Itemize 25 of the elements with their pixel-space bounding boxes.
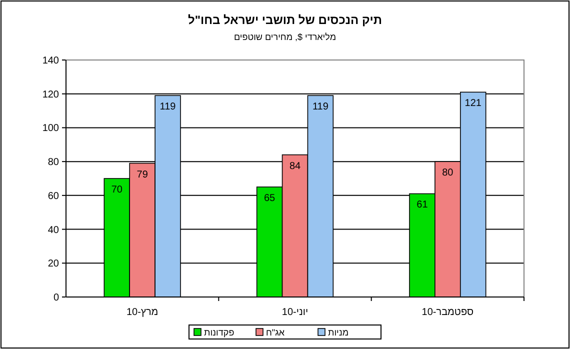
legend-label: מניות <box>328 328 349 338</box>
x-tick-label: יוני-10 <box>282 307 308 318</box>
data-label: 119 <box>160 102 176 113</box>
data-label: 61 <box>416 200 428 211</box>
chart-subtitle: מליארדי $, מחירים שוטפים <box>234 32 336 42</box>
y-tick-label: 0 <box>53 292 60 304</box>
y-tick-label: 100 <box>42 123 60 134</box>
data-label: 80 <box>442 168 454 179</box>
x-tick-label: ספטמבר-10 <box>422 307 474 318</box>
y-tick-label: 140 <box>42 56 60 66</box>
y-tick-label: 20 <box>48 258 60 270</box>
data-label: 84 <box>289 160 301 172</box>
data-label: 65 <box>264 192 276 204</box>
x-tick-label: מרץ-10 <box>126 307 158 318</box>
y-tick-label: 60 <box>48 190 60 202</box>
data-label: 70 <box>111 184 123 196</box>
data-label: 121 <box>464 98 482 110</box>
data-label: 79 <box>136 169 148 180</box>
legend-label: פקדונות <box>204 328 234 338</box>
y-tick-label: 120 <box>42 89 60 100</box>
legend-label: אג"ח <box>266 328 285 338</box>
chart-title: תיק הנכסים של תושבי ישראל בחו"ל <box>188 13 382 27</box>
data-label: 119 <box>312 102 329 113</box>
y-tick-label: 40 <box>48 224 60 236</box>
y-tick-label: 80 <box>48 157 60 168</box>
